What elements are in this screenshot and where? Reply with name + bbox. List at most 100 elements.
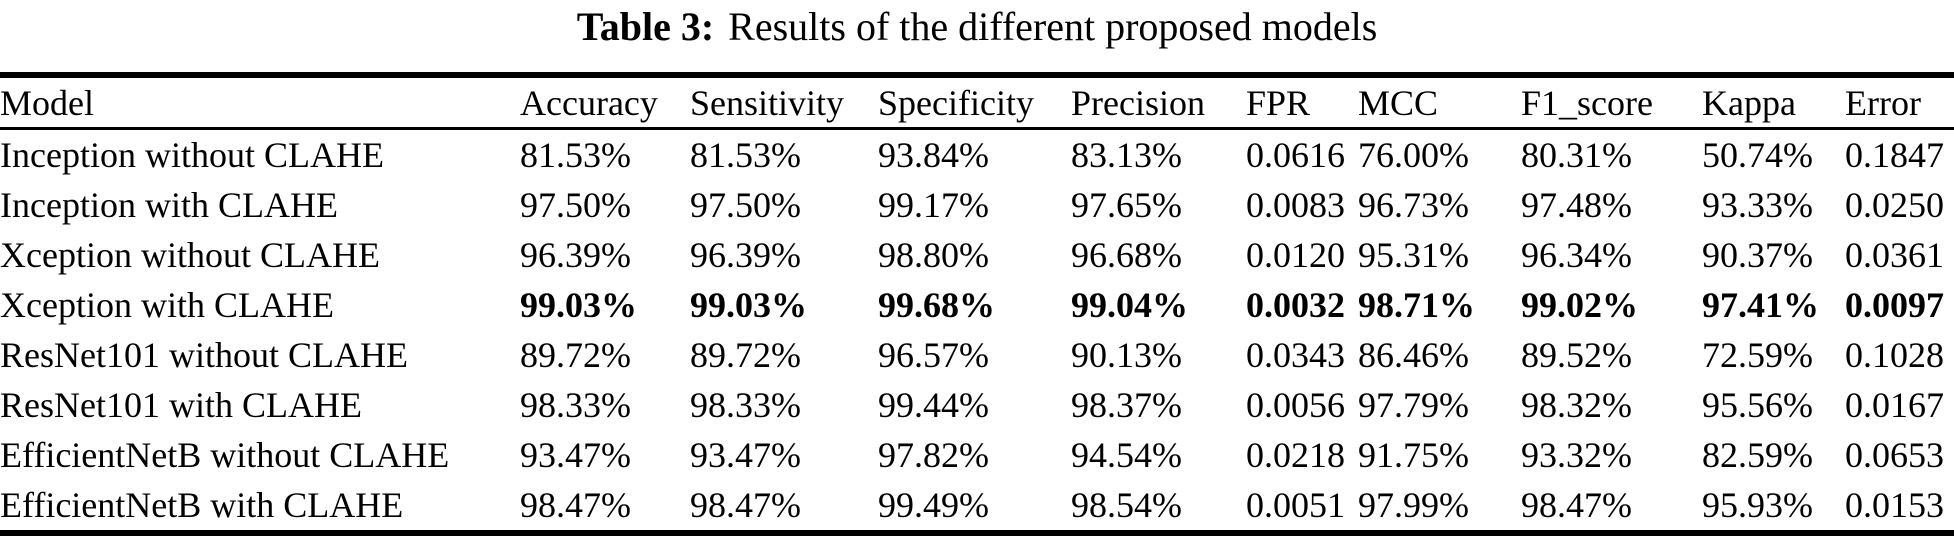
cell-value: 98.37% [1071,385,1182,425]
cell-value: 97.50% [520,185,631,225]
cell-model: EfficientNetB without CLAHE [0,435,450,475]
cell-value: 0.0616 [1246,135,1345,175]
cell-value: 97.99% [1358,480,1521,536]
column-header-precision: Precision [1071,72,1246,130]
cell-value: 93.32% [1521,435,1632,475]
cell-value: 80.31% [1521,135,1632,175]
cell-value: 98.33% [520,385,631,425]
cell-value: 82.59% [1702,435,1813,475]
cell-value: 96.39% [520,235,631,275]
cell-value: 93.47% [520,435,631,475]
cell-value: 98.47% [1521,480,1702,536]
cell-value: 98.47% [520,480,690,536]
table-caption-label: Table 3: [576,4,715,49]
cell-value: 81.53% [690,135,801,175]
cell-value: 86.46% [1358,335,1469,375]
cell-value: 97.65% [1071,185,1182,225]
cell-value: 0.0167 [1845,385,1944,425]
column-header-error: Error [1845,72,1954,130]
cell-value: 99.02% [1521,285,1638,325]
cell-value: 83.13% [1071,135,1182,175]
table-row: Inception with CLAHE 97.50% 97.50% 99.17% 97… [0,180,1954,230]
column-header-accuracy: Accuracy [520,72,690,130]
cell-value: 0.0097 [1845,285,1944,325]
cell-value: 97.48% [1521,185,1632,225]
cell-value: 0.0051 [1246,480,1358,536]
cell-value: 89.52% [1521,335,1632,375]
column-header-specificity: Specificity [878,72,1071,130]
column-header-kappa: Kappa [1702,72,1845,130]
table-caption-text: Results of the different proposed models [728,4,1378,49]
cell-value: 0.1847 [1845,135,1944,175]
table-row: ResNet101 with CLAHE 98.33% 98.33% 99.44% 98… [0,380,1954,430]
cell-value: 98.54% [1071,480,1246,536]
table-row: Xception without CLAHE 96.39% 96.39% 98.80%… [0,230,1954,280]
cell-value: 99.03% [520,285,637,325]
column-header-sensitivity: Sensitivity [690,72,878,130]
column-header-mcc: MCC [1358,72,1521,130]
cell-value: 0.0056 [1246,385,1345,425]
table-row: EfficientNetB with CLAHE 98.47% 98.47% 99.4… [0,480,1954,536]
cell-value: 96.34% [1521,235,1632,275]
cell-value: 90.13% [1071,335,1182,375]
cell-value: 95.56% [1702,385,1813,425]
cell-value: 98.71% [1358,285,1475,325]
cell-value: 97.79% [1358,385,1469,425]
cell-model: Inception without CLAHE [0,135,384,175]
cell-value: 0.0653 [1845,435,1944,475]
cell-value: 81.53% [520,135,631,175]
column-header-model: Model [0,72,520,130]
table-row: Xception with CLAHE 99.03% 99.03% 99.68% 99.… [0,280,1954,330]
cell-model: Inception with CLAHE [0,185,338,225]
cell-value: 93.33% [1702,185,1813,225]
cell-value: 50.74% [1702,135,1813,175]
cell-model: ResNet101 with CLAHE [0,385,362,425]
cell-value: 97.41% [1702,285,1819,325]
cell-value: 72.59% [1702,335,1813,375]
cell-value: 96.39% [690,235,801,275]
cell-value: 96.73% [1358,185,1469,225]
cell-value: 99.04% [1071,285,1188,325]
cell-value: 91.75% [1358,435,1469,475]
results-table: Model Accuracy Sensitivity Specificity P… [0,72,1954,536]
cell-value: 98.80% [878,235,989,275]
cell-value: 90.37% [1702,235,1813,275]
cell-value: 0.0218 [1246,435,1345,475]
cell-value: 98.32% [1521,385,1632,425]
cell-value: 94.54% [1071,435,1182,475]
cell-value: 97.82% [878,435,989,475]
table-body: Inception without CLAHE 81.53% 81.53% 93.84… [0,129,1954,536]
cell-value: 0.0361 [1845,235,1944,275]
table-row: EfficientNetB without CLAHE 93.47% 93.47% 9… [0,430,1954,480]
cell-value: 0.0083 [1246,185,1345,225]
cell-value: 0.0250 [1845,185,1944,225]
cell-value: 0.1028 [1845,335,1944,375]
cell-value: 93.47% [690,435,801,475]
table-row: Inception without CLAHE 81.53% 81.53% 93.84… [0,129,1954,181]
cell-value: 96.68% [1071,235,1182,275]
cell-value: 95.93% [1702,480,1845,536]
cell-value: 97.50% [690,185,801,225]
column-header-fpr: FPR [1246,72,1358,130]
cell-value: 99.49% [878,480,1071,536]
cell-value: 89.72% [520,335,631,375]
cell-value: 99.44% [878,385,989,425]
cell-value: 0.0120 [1246,235,1345,275]
cell-value: 93.84% [878,135,989,175]
cell-value: 89.72% [690,335,801,375]
cell-model: EfficientNetB with CLAHE [0,480,520,536]
cell-model: ResNet101 without CLAHE [0,335,408,375]
cell-value: 76.00% [1358,135,1469,175]
cell-value: 0.0153 [1845,480,1954,536]
cell-value: 99.68% [878,285,995,325]
cell-value: 0.0032 [1246,285,1345,325]
cell-value: 98.47% [690,480,878,536]
cell-value: 98.33% [690,385,801,425]
cell-value: 0.0343 [1246,335,1345,375]
cell-model: Xception without CLAHE [0,235,380,275]
cell-value: 96.57% [878,335,989,375]
table-row: ResNet101 without CLAHE 89.72% 89.72% 96.57… [0,330,1954,380]
table-caption: Table 3: Results of the different propose… [0,0,1954,52]
cell-model: Xception with CLAHE [0,285,334,325]
